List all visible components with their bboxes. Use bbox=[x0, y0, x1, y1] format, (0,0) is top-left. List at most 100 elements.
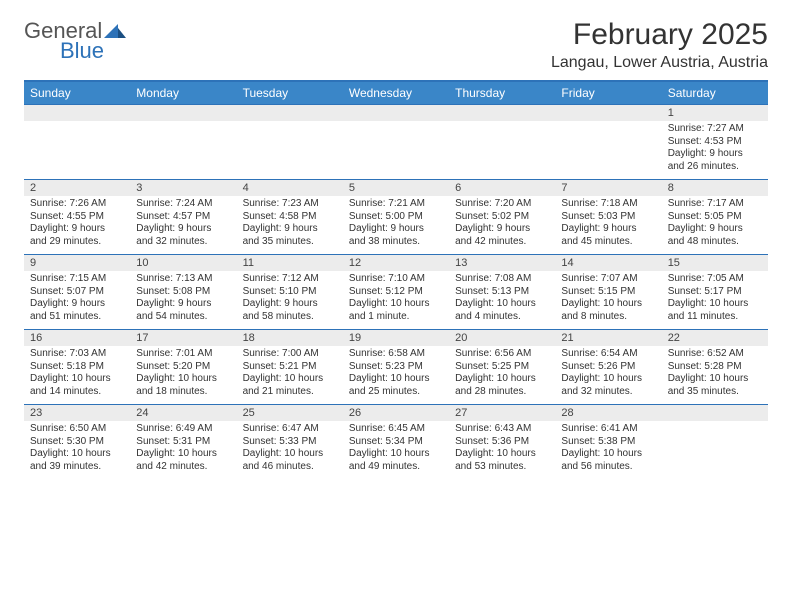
day-body: Sunrise: 6:52 AMSunset: 5:28 PMDaylight:… bbox=[662, 346, 768, 404]
calendar-grid: 1Sunrise: 7:27 AMSunset: 4:53 PMDaylight… bbox=[24, 104, 768, 479]
calendar-week: 16Sunrise: 7:03 AMSunset: 5:18 PMDayligh… bbox=[24, 329, 768, 404]
calendar-day: 15Sunrise: 7:05 AMSunset: 5:17 PMDayligh… bbox=[662, 254, 768, 329]
day-body bbox=[24, 121, 130, 179]
sunset-line: Sunset: 5:03 PM bbox=[561, 211, 655, 224]
day-number: 12 bbox=[343, 254, 449, 271]
dow-monday: Monday bbox=[130, 82, 236, 104]
day-body bbox=[343, 121, 449, 179]
calendar-week: 9Sunrise: 7:15 AMSunset: 5:07 PMDaylight… bbox=[24, 254, 768, 329]
daylight-line: Daylight: 9 hours and 35 minutes. bbox=[243, 223, 337, 248]
day-number bbox=[237, 104, 343, 121]
day-number bbox=[449, 104, 555, 121]
day-body: Sunrise: 7:20 AMSunset: 5:02 PMDaylight:… bbox=[449, 196, 555, 254]
sunrise-line: Sunrise: 7:12 AM bbox=[243, 273, 337, 286]
logo: General Blue bbox=[24, 18, 126, 44]
sunset-line: Sunset: 5:20 PM bbox=[136, 361, 230, 374]
day-number: 20 bbox=[449, 329, 555, 346]
day-number: 22 bbox=[662, 329, 768, 346]
day-number: 2 bbox=[24, 179, 130, 196]
daylight-line: Daylight: 9 hours and 54 minutes. bbox=[136, 298, 230, 323]
day-number: 28 bbox=[555, 404, 661, 421]
daylight-line: Daylight: 9 hours and 58 minutes. bbox=[243, 298, 337, 323]
dow-saturday: Saturday bbox=[662, 82, 768, 104]
dow-sunday: Sunday bbox=[24, 82, 130, 104]
sunrise-line: Sunrise: 7:08 AM bbox=[455, 273, 549, 286]
sunset-line: Sunset: 4:57 PM bbox=[136, 211, 230, 224]
calendar-day: 1Sunrise: 7:27 AMSunset: 4:53 PMDaylight… bbox=[662, 104, 768, 179]
sunset-line: Sunset: 5:31 PM bbox=[136, 436, 230, 449]
sunset-line: Sunset: 5:10 PM bbox=[243, 286, 337, 299]
day-body: Sunrise: 6:49 AMSunset: 5:31 PMDaylight:… bbox=[130, 421, 236, 479]
day-number: 7 bbox=[555, 179, 661, 196]
sunset-line: Sunset: 5:21 PM bbox=[243, 361, 337, 374]
calendar-day bbox=[130, 104, 236, 179]
sunrise-line: Sunrise: 7:10 AM bbox=[349, 273, 443, 286]
sunrise-line: Sunrise: 6:41 AM bbox=[561, 423, 655, 436]
sunrise-line: Sunrise: 7:01 AM bbox=[136, 348, 230, 361]
day-body bbox=[130, 121, 236, 179]
calendar-day bbox=[555, 104, 661, 179]
day-number: 23 bbox=[24, 404, 130, 421]
page-title: February 2025 bbox=[551, 18, 768, 52]
day-number: 19 bbox=[343, 329, 449, 346]
sunset-line: Sunset: 4:58 PM bbox=[243, 211, 337, 224]
day-body: Sunrise: 6:58 AMSunset: 5:23 PMDaylight:… bbox=[343, 346, 449, 404]
daylight-line: Daylight: 10 hours and 25 minutes. bbox=[349, 373, 443, 398]
day-body: Sunrise: 7:08 AMSunset: 5:13 PMDaylight:… bbox=[449, 271, 555, 329]
day-body: Sunrise: 7:23 AMSunset: 4:58 PMDaylight:… bbox=[237, 196, 343, 254]
day-body: Sunrise: 7:15 AMSunset: 5:07 PMDaylight:… bbox=[24, 271, 130, 329]
sunset-line: Sunset: 5:23 PM bbox=[349, 361, 443, 374]
logo-text-blue: Blue bbox=[60, 38, 104, 64]
sunrise-line: Sunrise: 7:15 AM bbox=[30, 273, 124, 286]
day-body: Sunrise: 7:07 AMSunset: 5:15 PMDaylight:… bbox=[555, 271, 661, 329]
day-number: 9 bbox=[24, 254, 130, 271]
dow-thursday: Thursday bbox=[449, 82, 555, 104]
daylight-line: Daylight: 9 hours and 48 minutes. bbox=[668, 223, 762, 248]
sunrise-line: Sunrise: 7:18 AM bbox=[561, 198, 655, 211]
day-number: 21 bbox=[555, 329, 661, 346]
header: General Blue February 2025 Langau, Lower… bbox=[24, 18, 768, 72]
day-body bbox=[662, 421, 768, 479]
day-body: Sunrise: 6:45 AMSunset: 5:34 PMDaylight:… bbox=[343, 421, 449, 479]
daylight-line: Daylight: 9 hours and 51 minutes. bbox=[30, 298, 124, 323]
calendar-week: 1Sunrise: 7:27 AMSunset: 4:53 PMDaylight… bbox=[24, 104, 768, 179]
sunrise-line: Sunrise: 7:17 AM bbox=[668, 198, 762, 211]
day-number: 16 bbox=[24, 329, 130, 346]
day-body: Sunrise: 7:18 AMSunset: 5:03 PMDaylight:… bbox=[555, 196, 661, 254]
day-number: 10 bbox=[130, 254, 236, 271]
day-number: 15 bbox=[662, 254, 768, 271]
day-body: Sunrise: 6:54 AMSunset: 5:26 PMDaylight:… bbox=[555, 346, 661, 404]
day-body: Sunrise: 7:17 AMSunset: 5:05 PMDaylight:… bbox=[662, 196, 768, 254]
calendar-day bbox=[662, 404, 768, 479]
day-number bbox=[662, 404, 768, 421]
day-body bbox=[237, 121, 343, 179]
day-number: 3 bbox=[130, 179, 236, 196]
sunset-line: Sunset: 5:13 PM bbox=[455, 286, 549, 299]
sunrise-line: Sunrise: 6:47 AM bbox=[243, 423, 337, 436]
calendar-day bbox=[24, 104, 130, 179]
sunrise-line: Sunrise: 6:58 AM bbox=[349, 348, 443, 361]
sunset-line: Sunset: 5:07 PM bbox=[30, 286, 124, 299]
calendar-day: 18Sunrise: 7:00 AMSunset: 5:21 PMDayligh… bbox=[237, 329, 343, 404]
calendar-day: 20Sunrise: 6:56 AMSunset: 5:25 PMDayligh… bbox=[449, 329, 555, 404]
calendar-day: 16Sunrise: 7:03 AMSunset: 5:18 PMDayligh… bbox=[24, 329, 130, 404]
calendar-day: 13Sunrise: 7:08 AMSunset: 5:13 PMDayligh… bbox=[449, 254, 555, 329]
sunrise-line: Sunrise: 6:56 AM bbox=[455, 348, 549, 361]
daylight-line: Daylight: 10 hours and 8 minutes. bbox=[561, 298, 655, 323]
calendar-day: 10Sunrise: 7:13 AMSunset: 5:08 PMDayligh… bbox=[130, 254, 236, 329]
day-body: Sunrise: 7:05 AMSunset: 5:17 PMDaylight:… bbox=[662, 271, 768, 329]
day-number: 1 bbox=[662, 104, 768, 121]
calendar-day: 19Sunrise: 6:58 AMSunset: 5:23 PMDayligh… bbox=[343, 329, 449, 404]
title-block: February 2025 Langau, Lower Austria, Aus… bbox=[551, 18, 768, 72]
calendar-day: 17Sunrise: 7:01 AMSunset: 5:20 PMDayligh… bbox=[130, 329, 236, 404]
day-body: Sunrise: 6:43 AMSunset: 5:36 PMDaylight:… bbox=[449, 421, 555, 479]
daylight-line: Daylight: 10 hours and 39 minutes. bbox=[30, 448, 124, 473]
sunrise-line: Sunrise: 7:23 AM bbox=[243, 198, 337, 211]
sunset-line: Sunset: 5:34 PM bbox=[349, 436, 443, 449]
calendar-day: 2Sunrise: 7:26 AMSunset: 4:55 PMDaylight… bbox=[24, 179, 130, 254]
sunrise-line: Sunrise: 6:43 AM bbox=[455, 423, 549, 436]
calendar-day: 7Sunrise: 7:18 AMSunset: 5:03 PMDaylight… bbox=[555, 179, 661, 254]
day-number: 14 bbox=[555, 254, 661, 271]
calendar-day: 25Sunrise: 6:47 AMSunset: 5:33 PMDayligh… bbox=[237, 404, 343, 479]
day-number: 18 bbox=[237, 329, 343, 346]
